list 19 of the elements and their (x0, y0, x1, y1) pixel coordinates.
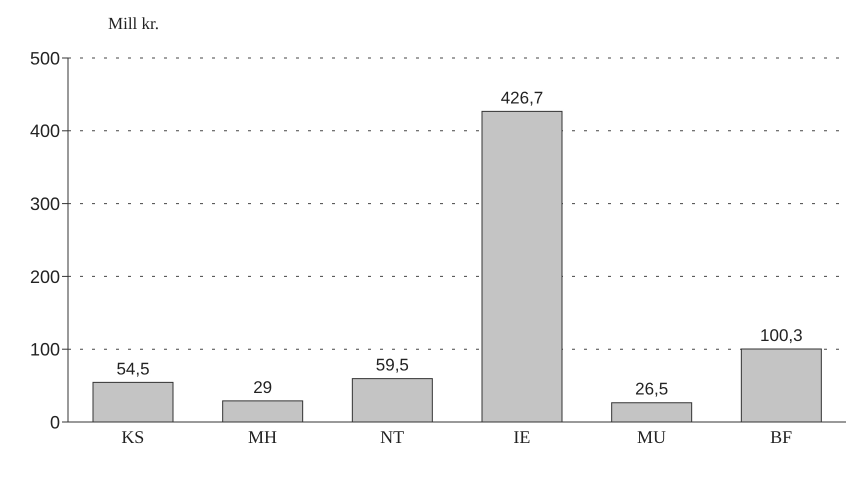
x-tick-label: NT (380, 426, 404, 447)
data-label: 26,5 (635, 380, 668, 399)
x-tick-label: MH (248, 426, 278, 447)
x-tick-label: BF (770, 426, 792, 447)
data-label: 100,3 (760, 326, 803, 345)
y-tick-label: 500 (30, 48, 60, 68)
x-tick-label: IE (513, 426, 530, 447)
data-label: 54,5 (116, 359, 150, 378)
x-tick-label: MU (636, 426, 666, 447)
y-tick-label: 400 (30, 121, 60, 142)
y-tick-label: 100 (30, 340, 60, 360)
data-label: 426,7 (500, 88, 544, 108)
x-tick-label: KS (121, 426, 144, 447)
y-tick-label: 300 (30, 194, 60, 214)
y-tick-label: 200 (30, 266, 60, 287)
y-axis-title: Mill kr. (108, 14, 160, 34)
data-label: 59,5 (376, 356, 409, 375)
y-tick-label: 0 (50, 412, 60, 432)
data-label: 29 (253, 378, 272, 397)
